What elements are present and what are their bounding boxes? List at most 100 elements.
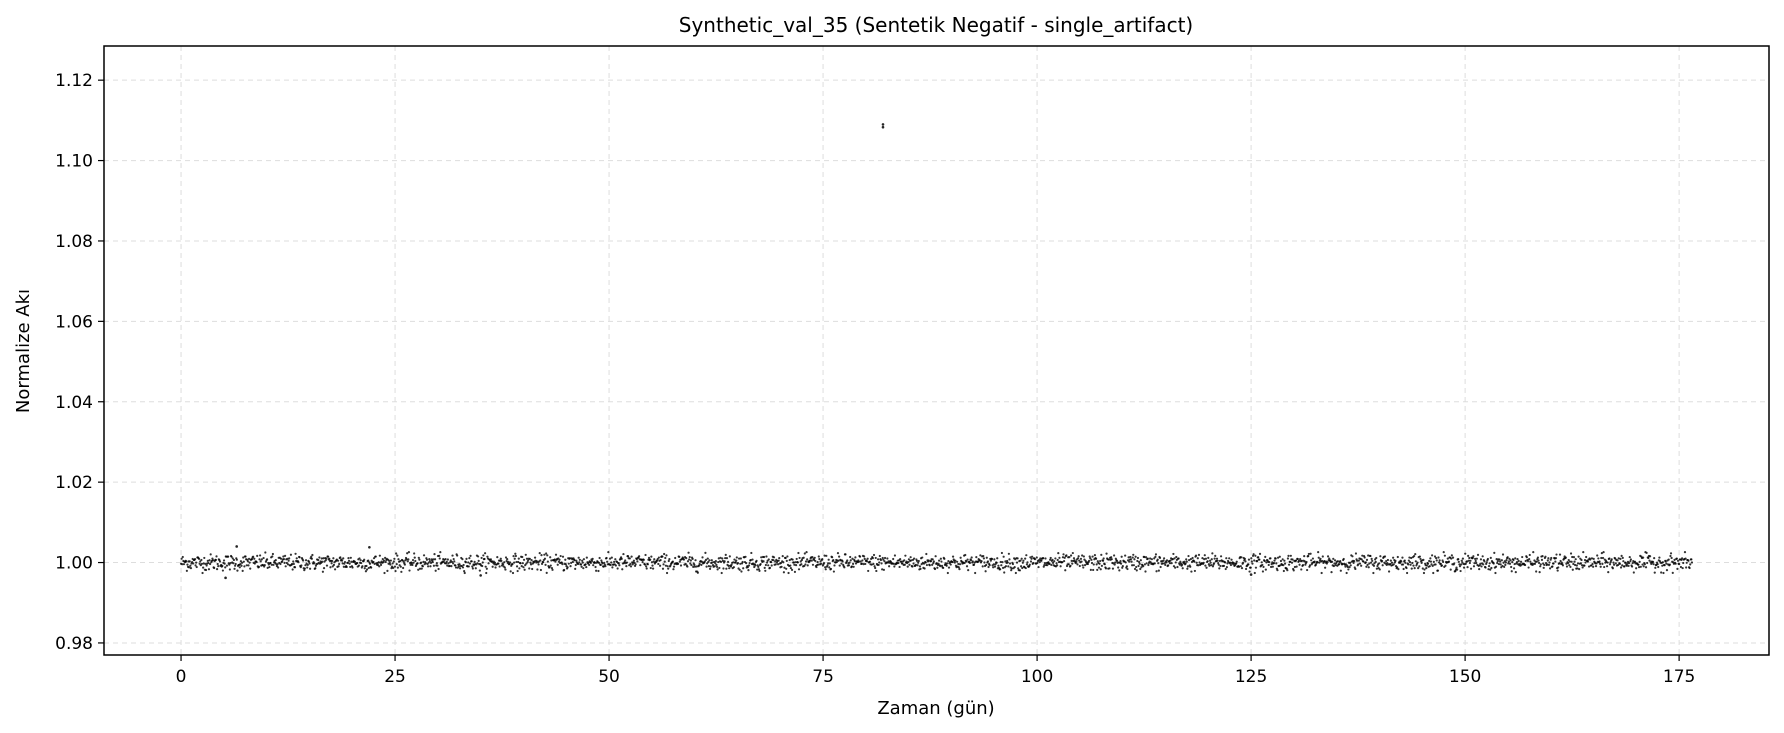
data-point: [403, 563, 406, 566]
data-point: [1208, 559, 1212, 562]
data-point: [1362, 560, 1365, 563]
data-point: [686, 565, 689, 568]
x-tick-label: 0: [176, 667, 187, 687]
data-point: [538, 552, 541, 555]
data-point: [1528, 553, 1531, 557]
data-point: [1000, 564, 1003, 567]
data-point: [916, 564, 919, 567]
data-point: [487, 562, 490, 565]
data-point: [569, 565, 572, 568]
data-point: [1526, 559, 1530, 563]
data-point: [706, 562, 709, 565]
data-point: [1369, 554, 1372, 558]
data-point: [465, 557, 468, 560]
data-point: [446, 558, 449, 561]
data-point: [1654, 566, 1657, 569]
data-point: [340, 559, 344, 562]
data-point: [221, 569, 224, 572]
data-point: [704, 558, 708, 561]
data-point: [451, 554, 454, 557]
data-point: [1049, 556, 1052, 560]
data-point: [1093, 554, 1097, 557]
data-point: [1536, 556, 1539, 559]
data-point: [550, 566, 554, 570]
data-point: [746, 566, 749, 569]
data-point: [1081, 554, 1084, 557]
data-point: [757, 565, 760, 568]
data-point: [1256, 559, 1259, 563]
data-point: [324, 559, 327, 562]
data-point: [882, 558, 885, 561]
data-point: [1088, 559, 1091, 562]
data-point: [700, 560, 704, 563]
data-point: [1652, 563, 1655, 566]
data-point: [1090, 558, 1093, 561]
data-point: [1217, 563, 1220, 566]
data-point: [759, 562, 762, 566]
data-point: [432, 558, 435, 561]
data-point: [1031, 555, 1034, 558]
data-point: [690, 563, 693, 567]
data-point: [718, 566, 721, 570]
data-point: [1263, 559, 1266, 563]
data-point: [1512, 558, 1515, 562]
data-point: [817, 563, 820, 566]
data-point: [422, 554, 426, 557]
data-point: [1642, 556, 1645, 559]
data-point: [185, 569, 188, 572]
data-point: [1517, 559, 1520, 563]
data-point: [306, 563, 309, 567]
data-point: [1569, 565, 1572, 569]
data-point: [399, 560, 402, 563]
data-point: [1242, 561, 1245, 564]
data-point: [882, 568, 885, 571]
data-point: [1583, 564, 1586, 567]
data-point: [1035, 556, 1038, 559]
data-point: [566, 566, 569, 569]
data-point: [843, 566, 846, 569]
data-point: [1190, 570, 1193, 573]
data-point: [245, 564, 248, 567]
data-point: [774, 560, 777, 563]
data-point: [259, 560, 262, 563]
data-point: [1360, 558, 1363, 561]
data-point: [209, 562, 212, 566]
data-point: [1453, 562, 1456, 565]
data-point: [1307, 554, 1310, 558]
data-point: [1092, 568, 1095, 572]
data-point: [332, 563, 336, 566]
data-point: [1114, 561, 1117, 564]
y-tick-label: 1.06: [55, 312, 93, 332]
data-point: [1601, 562, 1604, 566]
data-point: [1678, 563, 1681, 566]
data-point: [1253, 571, 1256, 575]
data-point: [1406, 571, 1409, 575]
data-point: [200, 558, 203, 562]
data-point: [1574, 558, 1577, 561]
data-point: [847, 564, 851, 567]
data-point: [1100, 564, 1103, 567]
data-point: [1228, 557, 1231, 560]
data-point: [396, 554, 399, 557]
data-point: [391, 562, 394, 565]
data-point: [364, 570, 368, 573]
data-point: [1580, 564, 1584, 567]
data-point: [217, 565, 220, 568]
data-point: [983, 561, 986, 564]
data-point: [724, 553, 727, 556]
data-point: [1185, 560, 1188, 563]
data-point: [979, 554, 982, 557]
data-point: [1495, 558, 1498, 561]
data-point: [907, 560, 910, 564]
data-point: [211, 559, 215, 562]
data-point: [1661, 564, 1664, 567]
data-point: [193, 557, 197, 561]
data-point: [663, 560, 666, 563]
data-point: [199, 560, 202, 563]
data-point: [1432, 560, 1435, 564]
data-point: [1264, 555, 1267, 558]
data-point: [1046, 564, 1049, 567]
data-point: [1410, 567, 1413, 570]
data-point: [880, 562, 883, 565]
data-point: [1690, 561, 1694, 564]
